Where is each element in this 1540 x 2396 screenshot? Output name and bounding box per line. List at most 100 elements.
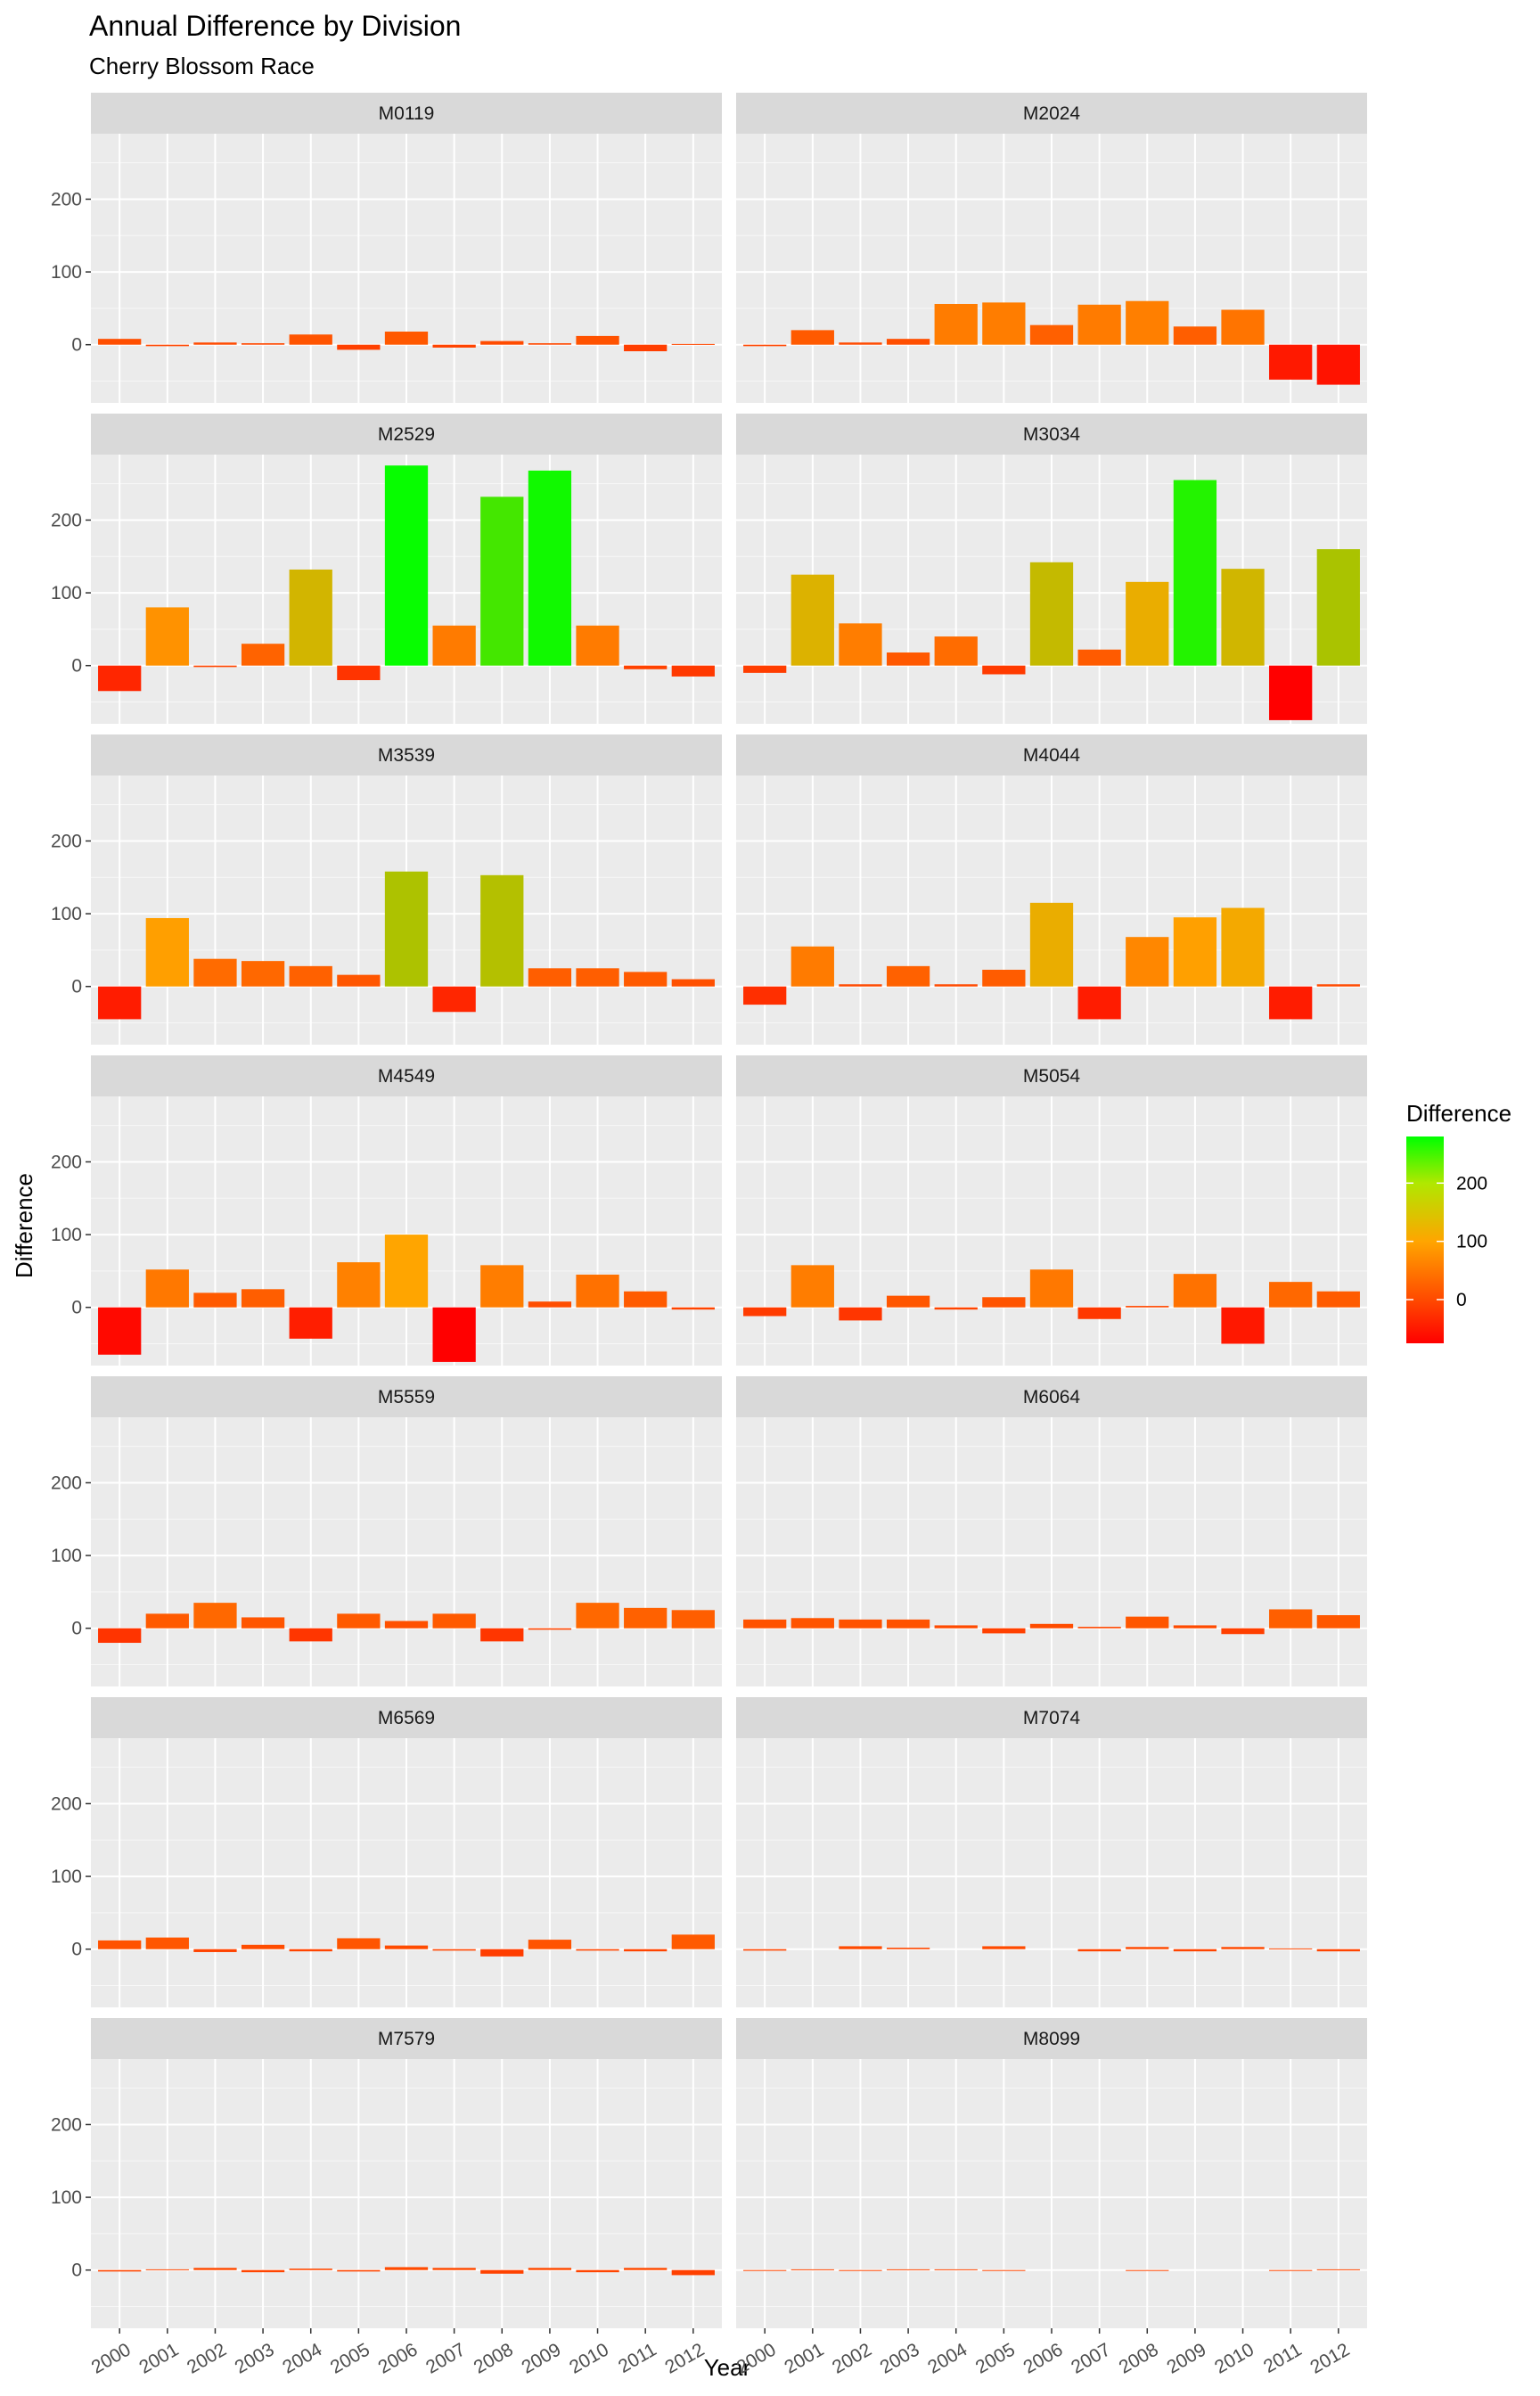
bar-M5054-2007	[1077, 1307, 1121, 1319]
bar-M3034-2000	[743, 665, 787, 673]
bar-M4549-2007	[432, 1307, 476, 1362]
bar-M6569-2002	[193, 1949, 237, 1952]
bar-M8099-2001	[790, 2269, 834, 2270]
facet-strip-label: M2024	[1023, 103, 1081, 124]
bar-M5054-2004	[934, 1307, 978, 1310]
bar-M5054-2006	[1029, 1269, 1074, 1308]
legend: Difference 0 100 200	[1406, 1100, 1511, 1343]
bar-M6569-2007	[432, 1949, 476, 1951]
bar-M0119-2008	[480, 341, 524, 345]
panel-M3539: M3539 0 100 200	[51, 734, 722, 1045]
bar-M5559-2000	[98, 1628, 142, 1644]
bar-M0119-2010	[576, 335, 619, 345]
y-tick-label: 100	[51, 904, 82, 924]
chart-title: Annual Difference by Division	[89, 10, 461, 42]
facet-strip-label: M4044	[1023, 745, 1081, 766]
bar-M4549-2003	[241, 1289, 285, 1308]
bar-M5054-2008	[1126, 1306, 1169, 1308]
panel-M2529: M2529 0 100 200	[51, 414, 722, 724]
panel-M6064: M6064	[736, 1376, 1367, 1686]
panel-M7074: M7074	[736, 1697, 1367, 2007]
bar-M3034-2006	[1029, 562, 1074, 666]
x-tick-label: 2007	[422, 2339, 469, 2377]
y-tick-label: 0	[71, 1298, 82, 1318]
facet-strip-label: M6064	[1023, 1387, 1081, 1407]
facet-strip	[736, 1697, 1367, 1738]
facet-strip	[91, 1376, 722, 1417]
bar-M3034-2001	[790, 574, 834, 666]
bar-M4549-2001	[145, 1269, 189, 1308]
y-tick-label: 0	[71, 977, 82, 997]
bar-M5559-2009	[528, 1628, 572, 1630]
bar-M3034-2009	[1173, 480, 1217, 666]
bar-M3539-2008	[480, 874, 524, 987]
bar-M7579-2010	[576, 2269, 619, 2273]
x-tick-label: 2009	[1163, 2339, 1209, 2377]
x-tick-label: 2011	[615, 2339, 660, 2377]
bar-M5054-2000	[743, 1307, 787, 1317]
bar-M8099-2011	[1269, 2269, 1313, 2271]
y-tick-label: 100	[51, 583, 82, 603]
bar-M4549-2012	[671, 1307, 715, 1310]
bar-M3539-2003	[241, 961, 285, 987]
bar-M7074-2007	[1077, 1949, 1121, 1952]
bar-M7074-2000	[743, 1949, 787, 1951]
legend-ticks: 0 100 200	[1406, 1173, 1487, 1310]
bar-M2024-2010	[1221, 309, 1265, 345]
bar-M4044-2002	[839, 984, 882, 987]
facet-strip	[736, 1055, 1367, 1096]
bar-M6064-2010	[1221, 1628, 1265, 1635]
bar-M3034-2008	[1126, 581, 1169, 666]
bar-M4044-2008	[1126, 937, 1169, 987]
bar-M6064-2012	[1316, 1615, 1360, 1629]
bar-M7579-2009	[528, 2268, 572, 2270]
bar-M8099-2002	[839, 2269, 882, 2271]
facet-strip-label: M0119	[379, 103, 435, 124]
y-tick-label: 0	[71, 2261, 82, 2281]
bar-M4044-2003	[886, 965, 930, 987]
bar-M6064-2007	[1077, 1627, 1121, 1629]
bar-M7074-2012	[1316, 1949, 1360, 1952]
bar-M6064-2008	[1126, 1616, 1169, 1629]
bar-M2024-2008	[1126, 300, 1169, 345]
bar-M2024-2012	[1316, 344, 1360, 385]
bar-M2024-2011	[1269, 344, 1313, 380]
bar-M3539-2004	[289, 965, 332, 987]
y-tick-label: 200	[51, 2114, 82, 2135]
bar-M4044-2011	[1269, 986, 1313, 1020]
facet-strip	[736, 414, 1367, 455]
bar-M5559-2007	[432, 1613, 476, 1629]
bar-M2529-2009	[528, 470, 572, 666]
y-tick-label: 100	[51, 1546, 82, 1566]
bar-M7579-2000	[98, 2269, 142, 2272]
bar-M6569-2008	[480, 1949, 524, 1957]
x-tick-label: 2006	[1020, 2339, 1067, 2377]
facet-strip-label: M6569	[378, 1708, 435, 1728]
bar-M3034-2010	[1221, 569, 1265, 666]
bar-M7074-2003	[886, 1948, 930, 1949]
x-tick-label: 2012	[1307, 2339, 1353, 2377]
bar-M3034-2004	[934, 636, 978, 666]
bar-M7579-2003	[241, 2269, 285, 2273]
bar-M5054-2009	[1173, 1274, 1217, 1308]
bar-M7579-2004	[289, 2269, 332, 2270]
facet-strip	[736, 2018, 1367, 2059]
bar-M4549-2008	[480, 1265, 524, 1308]
bar-M3034-2007	[1077, 649, 1121, 666]
bar-M5559-2006	[384, 1621, 429, 1629]
x-tick-label: 2004	[924, 2339, 971, 2377]
x-tick-label: 2010	[1211, 2339, 1257, 2377]
bar-M5559-2012	[671, 1610, 715, 1629]
bar-M3539-2012	[671, 979, 715, 987]
bar-M6569-2005	[337, 1938, 381, 1949]
bar-M7579-2001	[145, 2269, 189, 2270]
facet-strip-label: M4549	[378, 1066, 435, 1087]
bar-M5559-2002	[193, 1603, 237, 1629]
facet-strip-label: M8099	[1023, 2029, 1080, 2049]
bar-M2529-2000	[98, 665, 142, 692]
y-axis-title: Difference	[11, 1173, 37, 1278]
bar-M3539-2006	[384, 871, 429, 987]
bar-M0119-2001	[145, 344, 189, 347]
